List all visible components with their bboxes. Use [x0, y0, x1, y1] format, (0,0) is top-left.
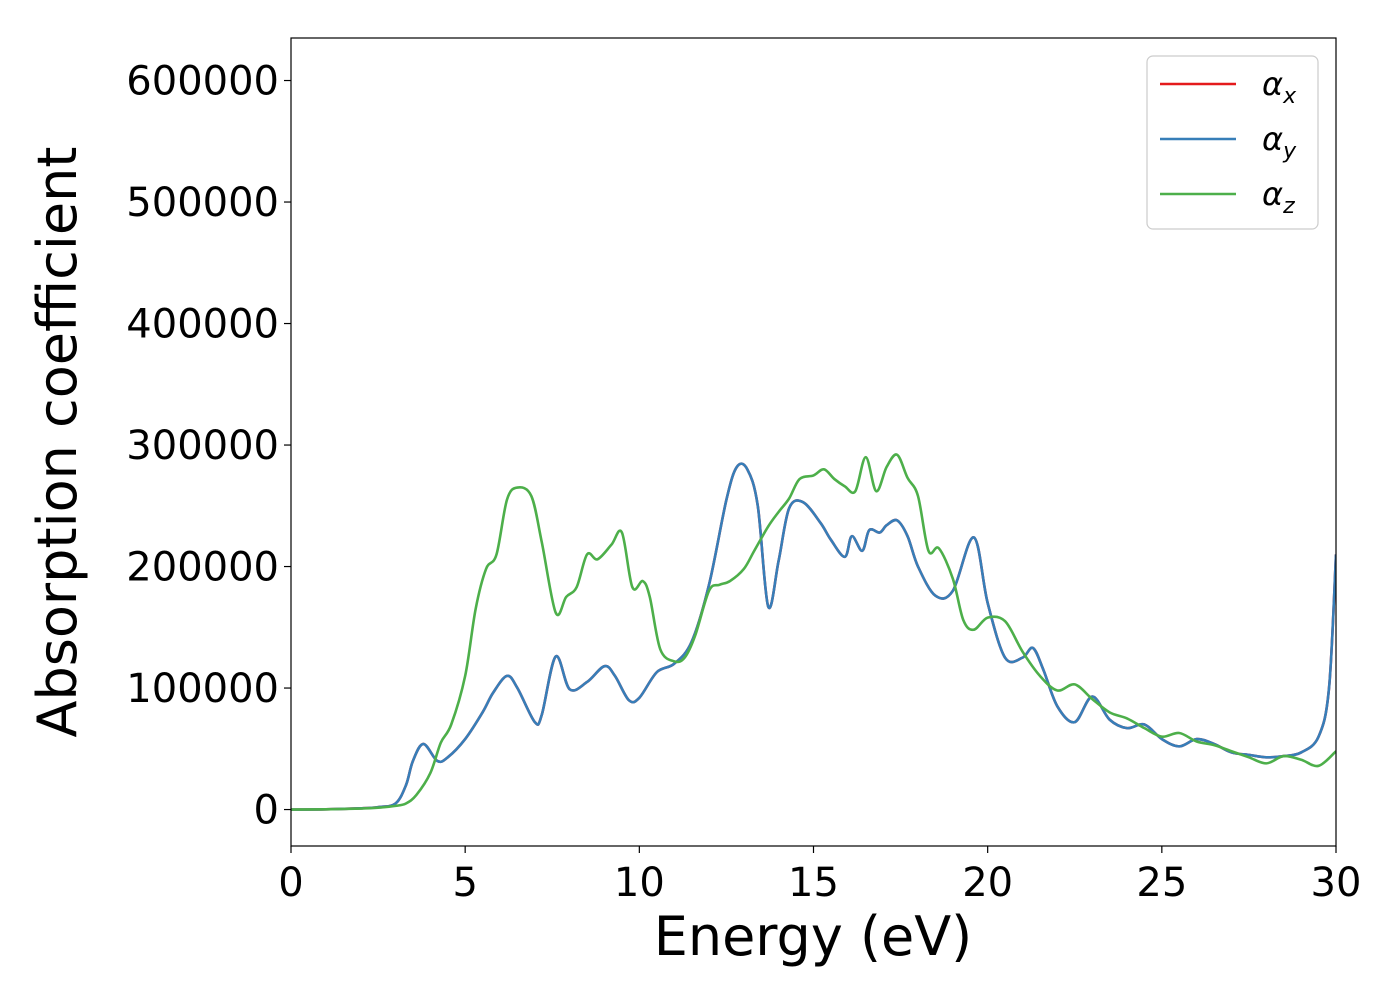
legend-label-x: αx — [1262, 65, 1297, 109]
legend-box — [1146, 55, 1319, 230]
x-tick-label: 10 — [614, 860, 665, 906]
y-tick-label: 600000 — [126, 59, 279, 105]
y-tick-label: 500000 — [126, 180, 279, 226]
series-line-z — [291, 453, 1336, 811]
legend-items: αx αy αz — [1160, 65, 1297, 219]
series-layer — [291, 453, 1336, 811]
series-line-y — [291, 462, 1336, 811]
legend-label-y: αy — [1262, 120, 1297, 164]
x-tick-label: 20 — [962, 860, 1013, 906]
y-tick-label: 400000 — [126, 302, 279, 348]
y-tick-label: 100000 — [126, 666, 279, 712]
x-axis: 0 5 10 15 20 25 30 — [278, 846, 1361, 906]
y-tick-label: 0 — [254, 788, 279, 834]
y-tick-label: 300000 — [126, 423, 279, 469]
legend-label-z: αz — [1262, 175, 1295, 219]
x-tick-label: 30 — [1311, 860, 1362, 906]
x-tick-label: 25 — [1136, 860, 1187, 906]
x-axis-label: Energy (eV) — [654, 905, 973, 968]
x-tick-label: 0 — [278, 860, 303, 906]
x-tick-label: 5 — [452, 860, 477, 906]
y-tick-label: 200000 — [126, 545, 279, 591]
y-axis-label: Absorption coefficient — [26, 147, 89, 738]
legend: αx αy αz — [1146, 55, 1319, 230]
x-tick-label: 15 — [788, 860, 839, 906]
y-axis: 0 100000 200000 300000 400000 500000 600000 — [126, 59, 291, 834]
